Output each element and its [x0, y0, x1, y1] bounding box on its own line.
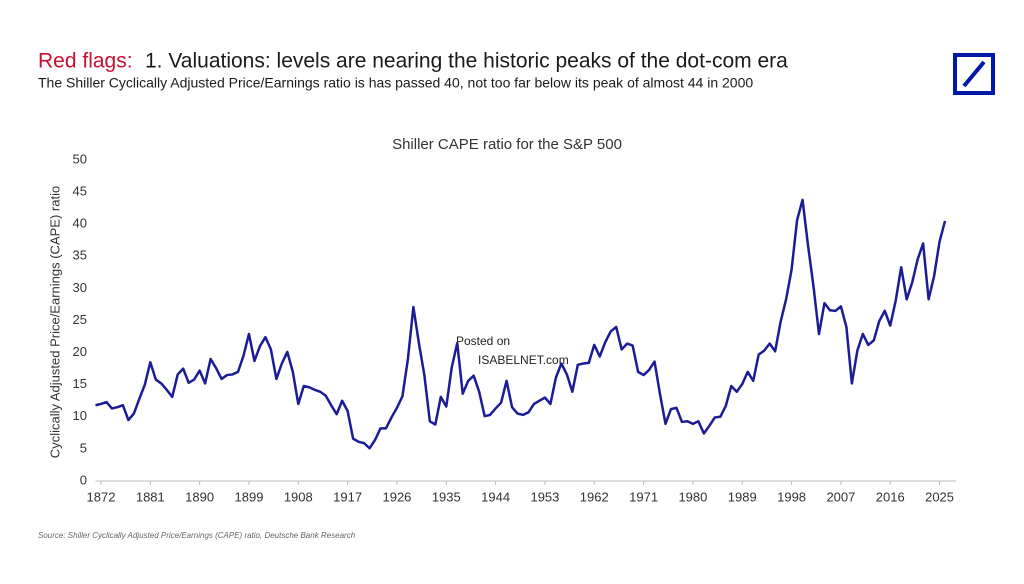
x-tick-label: 1980 [678, 489, 707, 504]
y-tick-label: 30 [73, 280, 87, 295]
title: 1. Valuations: levels are nearing the hi… [145, 50, 788, 73]
x-tick-label: 1917 [333, 489, 362, 504]
x-tick-label: 1953 [530, 489, 559, 504]
y-tick-label: 25 [73, 312, 87, 327]
subtitle: The Shiller Cyclically Adjusted Price/Ea… [38, 75, 753, 91]
x-tick-label: 2025 [925, 489, 954, 504]
logo [953, 53, 995, 95]
y-tick-label: 45 [73, 184, 87, 199]
watermark: Posted on [456, 334, 510, 348]
watermark: ISABELNET.com [478, 353, 569, 367]
y-tick-label: 5 [80, 440, 87, 455]
x-tick-label: 1890 [185, 489, 214, 504]
x-tick-label: 1872 [87, 489, 116, 504]
x-tick-label: 2016 [876, 489, 905, 504]
y-tick-label: 20 [73, 344, 87, 359]
y-axis-label: Cyclically Adjusted Price/Earnings (CAPE… [47, 186, 62, 458]
x-tick-label: 1998 [777, 489, 806, 504]
x-tick-label: 1881 [136, 489, 165, 504]
x-tick-label: 1899 [235, 489, 264, 504]
source: Source: Shiller Cyclically Adjusted Pric… [38, 531, 356, 540]
y-tick-label: 0 [80, 472, 87, 487]
x-tick-label: 1935 [432, 489, 461, 504]
x-tick-label: 2007 [826, 489, 855, 504]
chart-title: Shiller CAPE ratio for the S&P 500 [392, 136, 622, 153]
line [95, 198, 947, 450]
x-tick-label: 1989 [728, 489, 757, 504]
y-tick-label: 40 [73, 216, 87, 231]
x-tick-label: 1908 [284, 489, 313, 504]
y-tick-label: 35 [73, 248, 87, 263]
flag: Red flags: [38, 50, 133, 73]
x-tick-label: 1944 [481, 489, 510, 504]
y-tick-label: 10 [73, 408, 87, 423]
y-tick-label: 15 [73, 376, 87, 391]
x-tick-label: 1971 [629, 489, 658, 504]
x-tick-label: 1926 [382, 489, 411, 504]
x-tick-label: 1962 [580, 489, 609, 504]
y-tick-label: 50 [73, 151, 87, 166]
